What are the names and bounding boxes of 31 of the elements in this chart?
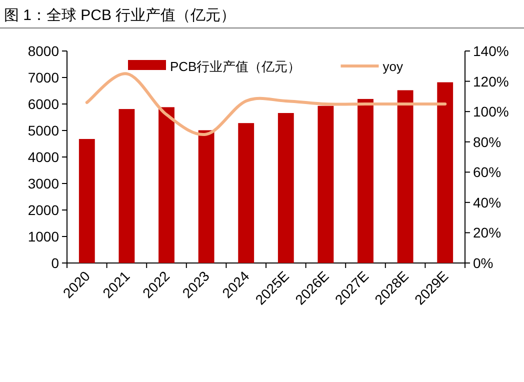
y2-tick-label: 120% (473, 73, 509, 90)
bar (437, 82, 454, 263)
chart-title: 图 1：全球 PCB 行业产值（亿元） (4, 7, 236, 24)
legend-label: yoy (382, 59, 404, 74)
y-tick-label: 2000 (28, 202, 60, 218)
y2-tick-label: 80% (473, 134, 502, 150)
bar (397, 90, 414, 263)
y2-tick-label: 20% (473, 224, 502, 241)
bar (78, 138, 95, 263)
y-tick-label: 6000 (28, 96, 60, 112)
bar (318, 106, 334, 263)
line-series (85, 72, 447, 136)
bar (358, 98, 374, 263)
y-tick-label: 0 (51, 255, 60, 271)
y2-tick-label: 0% (473, 255, 494, 271)
y2-tick-label: 60% (473, 164, 502, 180)
bar (238, 123, 254, 263)
y-tick-label: 3000 (28, 176, 60, 192)
bar (158, 107, 174, 263)
y-tick-label: 1000 (28, 228, 60, 244)
bar (278, 113, 294, 263)
y-tick-label: 8000 (28, 43, 60, 59)
bar (118, 109, 135, 263)
y2-tick-label: 40% (473, 194, 502, 210)
y-tick-label: 5000 (28, 122, 60, 138)
y2-tick-label: 140% (473, 43, 509, 59)
legend-label: PCB行业产值（亿元） (170, 59, 301, 74)
y-tick-label: 7000 (28, 70, 60, 86)
y2-tick-label: 100% (473, 104, 509, 120)
bar (198, 130, 214, 263)
y-tick-label: 4000 (28, 149, 60, 165)
